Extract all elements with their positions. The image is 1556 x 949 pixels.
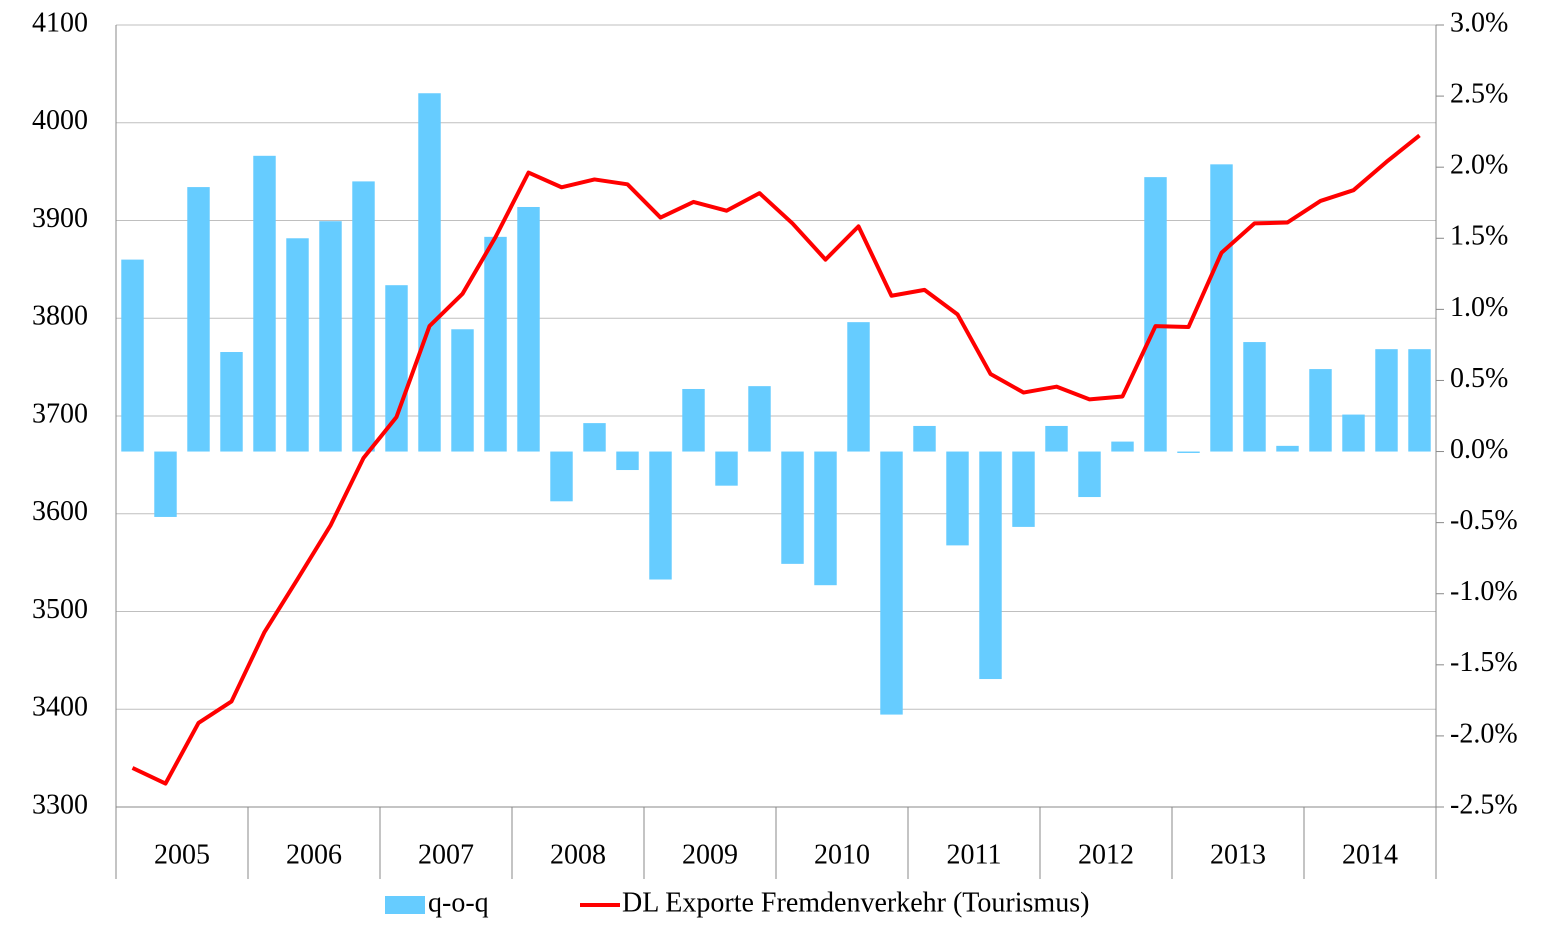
x-tick-label: 2005: [154, 839, 210, 870]
y-tick-label: 3700: [32, 398, 88, 429]
bar: [847, 322, 870, 452]
bar: [1309, 369, 1332, 452]
y2-tick-label: -0.5%: [1450, 505, 1518, 536]
bar: [550, 451, 573, 502]
bar: [583, 423, 606, 452]
bar: [1045, 425, 1068, 452]
bar: [1375, 349, 1398, 452]
y-tick-label: 3600: [32, 496, 88, 527]
legend-swatch: [385, 896, 425, 914]
bar: [946, 451, 969, 546]
bar: [220, 352, 243, 452]
bar: [748, 386, 771, 452]
bar: [319, 221, 342, 452]
bar: [1012, 451, 1035, 527]
bar: [352, 181, 375, 452]
bar: [1177, 451, 1200, 453]
bar: [913, 425, 936, 452]
y-tick-label: 3900: [32, 203, 88, 234]
y-tick-label: 3300: [32, 789, 88, 820]
y2-tick-label: -1.0%: [1450, 576, 1518, 607]
bar: [121, 259, 144, 452]
bar: [451, 329, 474, 452]
bar: [814, 451, 837, 586]
x-tick-label: 2013: [1210, 839, 1266, 870]
y2-tick-label: 2.0%: [1450, 150, 1508, 181]
y2-tick-label: -2.5%: [1450, 789, 1518, 820]
bar: [1210, 164, 1233, 452]
y-tick-label: 4100: [32, 7, 88, 38]
bar: [286, 238, 309, 452]
bar: [1144, 177, 1167, 452]
y-tick-label: 3500: [32, 594, 88, 625]
bar: [1243, 342, 1266, 452]
y-tick-label: 3400: [32, 692, 88, 723]
bar: [1408, 349, 1431, 452]
bar: [187, 187, 210, 452]
y2-tick-label: -1.5%: [1450, 647, 1518, 678]
bar: [484, 236, 507, 452]
y-tick-label: 4000: [32, 105, 88, 136]
bar: [517, 206, 540, 452]
bar: [880, 451, 903, 715]
y2-tick-label: -2.0%: [1450, 718, 1518, 749]
bar: [979, 451, 1002, 680]
line: [131, 133, 1421, 786]
y2-tick-label: 2.5%: [1450, 79, 1508, 110]
bar: [154, 451, 177, 517]
bar: [1342, 414, 1365, 452]
y2-tick-label: 3.0%: [1450, 7, 1508, 38]
bar: [781, 451, 804, 564]
x-tick-label: 2007: [418, 839, 474, 870]
bar: [616, 451, 639, 471]
x-tick-label: 2008: [550, 839, 606, 870]
bar: [385, 285, 408, 452]
x-tick-label: 2014: [1342, 839, 1398, 870]
bar: [1111, 441, 1134, 452]
x-tick-label: 2006: [286, 839, 342, 870]
bar: [253, 155, 276, 452]
bar: [682, 388, 705, 452]
bar: [418, 93, 441, 452]
x-tick-label: 2012: [1078, 839, 1134, 870]
bar: [649, 451, 672, 580]
y2-tick-label: 0.5%: [1450, 363, 1508, 394]
bar: [1078, 451, 1101, 498]
legend-label: DL Exporte Fremdenverkehr (Tourismus): [622, 887, 1089, 918]
y2-tick-label: 1.5%: [1450, 221, 1508, 252]
legend-label: q-o-q: [428, 887, 489, 918]
bar: [1276, 445, 1299, 452]
bar: [715, 451, 738, 486]
x-tick-label: 2009: [682, 839, 738, 870]
y2-tick-label: 1.0%: [1450, 292, 1508, 323]
y2-tick-label: 0.0%: [1450, 434, 1508, 465]
x-tick-label: 2010: [814, 839, 870, 870]
x-tick-label: 2011: [947, 839, 1002, 870]
y-tick-label: 3800: [32, 301, 88, 332]
